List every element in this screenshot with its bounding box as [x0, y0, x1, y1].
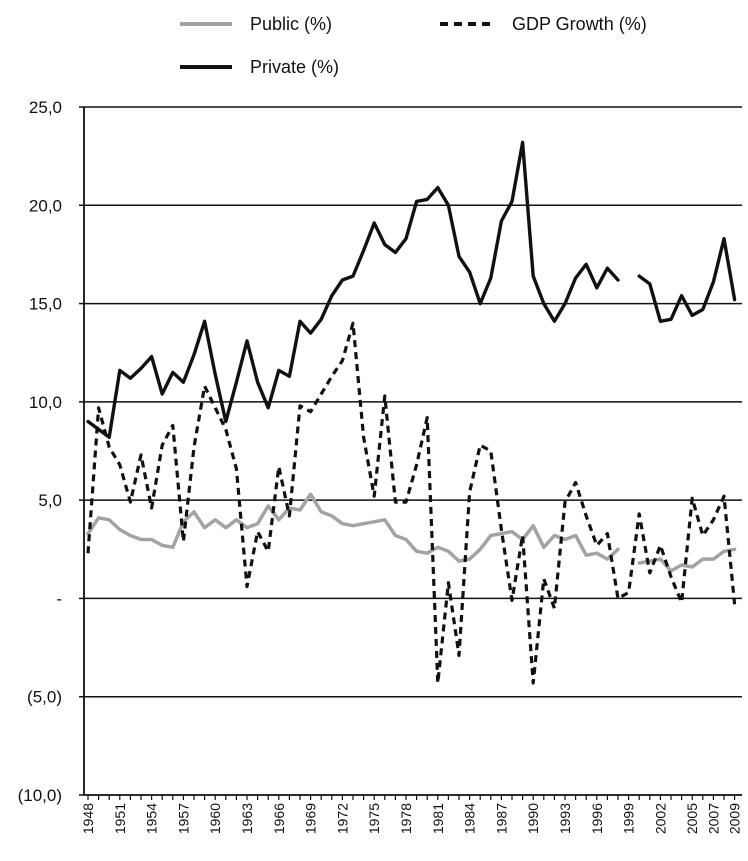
- series-line-0: [86, 492, 620, 563]
- x-tick-label: 2005: [684, 803, 700, 834]
- y-tick-label: (10,0): [18, 786, 62, 805]
- legend: Public (%) GDP Growth (%) Private (%): [180, 14, 647, 77]
- x-tick-label: 1975: [366, 803, 382, 834]
- x-tick-label: 1951: [112, 803, 128, 834]
- y-tick-label: 15,0: [29, 295, 62, 314]
- x-tick-label: 1972: [334, 803, 350, 834]
- x-tick-label: 1999: [621, 803, 637, 834]
- x-tick-label: 1978: [398, 803, 414, 834]
- x-tick-label: 1990: [525, 803, 541, 834]
- x-tick-label: 2002: [652, 803, 668, 834]
- legend-label-0: Public (%): [250, 14, 332, 34]
- x-tick-label: 1969: [303, 803, 319, 834]
- x-tick-label: 1984: [462, 803, 478, 834]
- legend-label-2: Private (%): [250, 57, 339, 77]
- y-tick-label: 5,0: [38, 491, 62, 510]
- series-line-2: [86, 140, 620, 439]
- y-tick-label: 25,0: [29, 98, 62, 117]
- axes: 25,0 20,0 15,0 10,0 5,0 - (5,0) (10,0) 1948 1951 1…: [18, 98, 743, 834]
- y-tick-label: (5,0): [27, 688, 62, 707]
- x-tick-label: 1960: [207, 803, 223, 834]
- x-tick-label: 1957: [175, 803, 191, 834]
- y-tick-label: -: [56, 589, 62, 608]
- x-tick-label: 1993: [557, 803, 573, 834]
- gridlines: [84, 106, 742, 698]
- x-tick-label: 2007: [705, 803, 721, 834]
- series-line-1: [86, 321, 737, 685]
- y-tick-label: 20,0: [29, 196, 62, 215]
- series-line-2: [637, 237, 737, 323]
- series-lines: [86, 140, 737, 685]
- x-tick-label: 1948: [80, 803, 96, 834]
- x-tick-label: 1963: [239, 803, 255, 834]
- y-tick-label: 10,0: [29, 393, 62, 412]
- x-tick-label: 2009: [727, 803, 743, 834]
- x-tick-label: 1981: [430, 803, 446, 834]
- x-tick-label: 1966: [271, 803, 287, 834]
- x-tick-label: 1987: [493, 803, 509, 834]
- legend-label-1: GDP Growth (%): [512, 14, 647, 34]
- x-tick-label: 1954: [144, 803, 160, 834]
- x-tick-label: 1996: [589, 803, 605, 834]
